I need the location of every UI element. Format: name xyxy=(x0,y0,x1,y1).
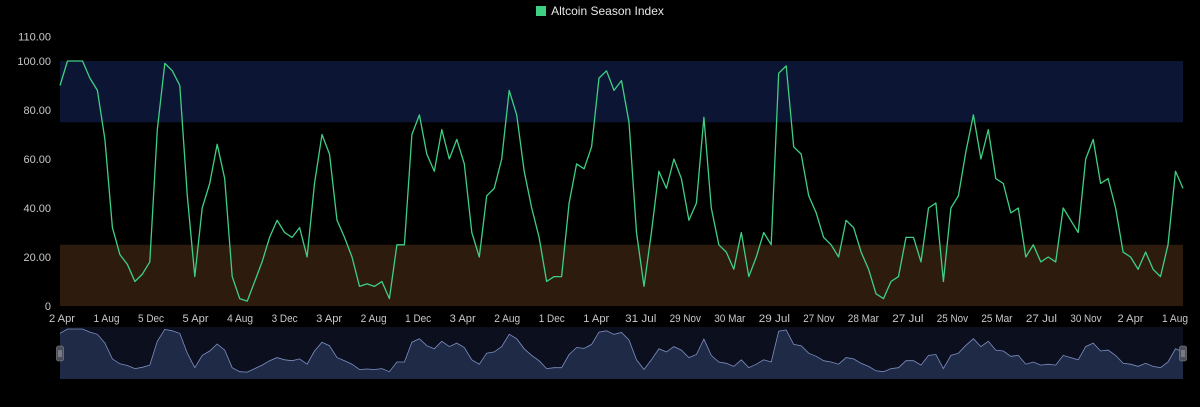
x-tick-label: 25 Nov xyxy=(937,313,969,325)
x-tick-label: 1 Dec xyxy=(539,313,565,325)
x-tick-label: 3 Apr xyxy=(316,313,342,325)
x-tick-label: 3 Apr xyxy=(450,313,476,325)
legend-swatch xyxy=(536,6,547,16)
upper-band xyxy=(60,61,1183,123)
x-tick-label: 25 Mar xyxy=(981,313,1012,325)
x-axis: 2 Apr 1 Aug 5 Dec 5 Apr 4 Aug 3 Dec 3 Apr 2 Aug… xyxy=(49,313,1188,325)
x-tick-label: 1 Apr xyxy=(583,313,609,325)
y-tick-label: 80.00 xyxy=(23,105,51,117)
x-tick-label: 4 Aug xyxy=(227,313,253,325)
y-tick-label: 0 xyxy=(45,301,51,313)
y-tick-label: 60.00 xyxy=(23,154,51,166)
navigator[interactable] xyxy=(56,327,1187,379)
x-tick-label: 29 Nov xyxy=(670,313,702,325)
x-tick-label: 27 Jul xyxy=(1026,313,1057,325)
x-tick-label: 5 Apr xyxy=(183,313,209,325)
navigator-area xyxy=(60,329,1183,379)
x-tick-label: 5 Dec xyxy=(138,313,164,325)
legend-label: Altcoin Season Index xyxy=(551,4,664,18)
x-tick-label: 30 Nov xyxy=(1070,313,1102,325)
navigator-line xyxy=(59,328,1184,373)
navigator-right-handle[interactable] xyxy=(1179,345,1187,362)
legend-item-altcoin-season-index[interactable]: Altcoin Season Index xyxy=(536,4,664,18)
navigator-left-handle[interactable] xyxy=(56,345,64,362)
x-tick-label: 2 Apr xyxy=(1117,313,1143,325)
x-tick-label: 3 Dec xyxy=(272,313,298,325)
legend: Altcoin Season Index xyxy=(0,4,1200,19)
y-tick-label: 100.00 xyxy=(17,56,51,68)
x-tick-label: 31 Jul xyxy=(625,313,656,325)
x-tick-label: 27 Jul xyxy=(892,313,923,325)
series-line-altcoin-season-index xyxy=(59,60,1184,302)
lower-band xyxy=(60,244,1183,306)
x-tick-label: 29 Jul xyxy=(759,313,790,325)
x-tick-label: 2 Apr xyxy=(49,313,75,325)
x-tick-label: 2 Aug xyxy=(361,313,387,325)
x-tick-label: 2 Aug xyxy=(494,313,520,325)
x-tick-label: 1 Aug xyxy=(1162,313,1188,325)
x-tick-label: 1 Dec xyxy=(405,313,431,325)
x-tick-label: 1 Aug xyxy=(94,313,120,325)
y-axis: 0 20.00 40.00 60.00 80.00 100.00 110.00 xyxy=(17,32,51,314)
y-tick-label: 40.00 xyxy=(23,203,51,215)
x-tick-label: 27 Nov xyxy=(803,313,835,325)
y-tick-label: 110.00 xyxy=(18,32,51,44)
series-layer xyxy=(59,60,1184,302)
y-tick-label: 20.00 xyxy=(23,252,51,264)
threshold-bands xyxy=(60,61,1183,306)
x-tick-label: 28 Mar xyxy=(848,313,879,325)
x-tick-label: 30 Mar xyxy=(714,313,745,325)
